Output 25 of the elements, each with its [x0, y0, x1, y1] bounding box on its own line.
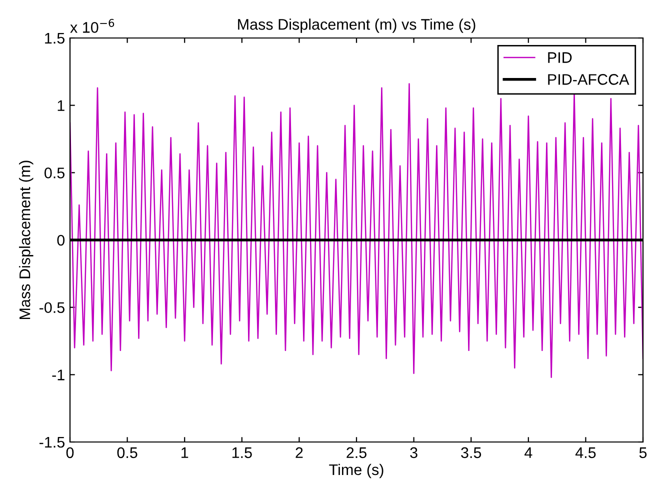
x-tick-label: 1: [182, 447, 188, 458]
legend-label: PID: [548, 52, 572, 63]
y-tick-label: 1.5: [45, 33, 64, 44]
x-tick-label: 3: [410, 447, 418, 458]
x-tick-label: 1.5: [232, 447, 252, 458]
y-tick-label: 1: [58, 100, 64, 111]
x-tick-label: 5: [639, 447, 647, 458]
y-axis-title: Mass Displacement (m): [19, 160, 34, 319]
y-tick-label: 0.5: [44, 168, 64, 178]
y-tick-label: -1: [52, 370, 64, 380]
x-tick-label: 0.5: [117, 447, 138, 458]
x-tick-label: 3.5: [461, 447, 482, 458]
chart-title: Mass Displacement (m) vs Time (s): [238, 18, 476, 33]
y-tick-label: -1.5: [39, 437, 64, 448]
x-tick-label: 4.5: [575, 447, 596, 458]
x-tick-label: 2.5: [346, 447, 366, 458]
y-tick-label: -0.5: [39, 302, 64, 314]
x-tick-label: 2: [296, 447, 303, 458]
y-tick-label: 0: [57, 234, 65, 246]
x-tick-label: 4: [524, 447, 532, 458]
text: x 10$^{−6}$: [70, 18, 114, 33]
line-series: [70, 83, 643, 378]
x-axis-title: Time (s): [329, 464, 384, 478]
legend-label: PID-AFCCA: [548, 74, 630, 85]
x-tick-label: 0: [66, 447, 74, 458]
